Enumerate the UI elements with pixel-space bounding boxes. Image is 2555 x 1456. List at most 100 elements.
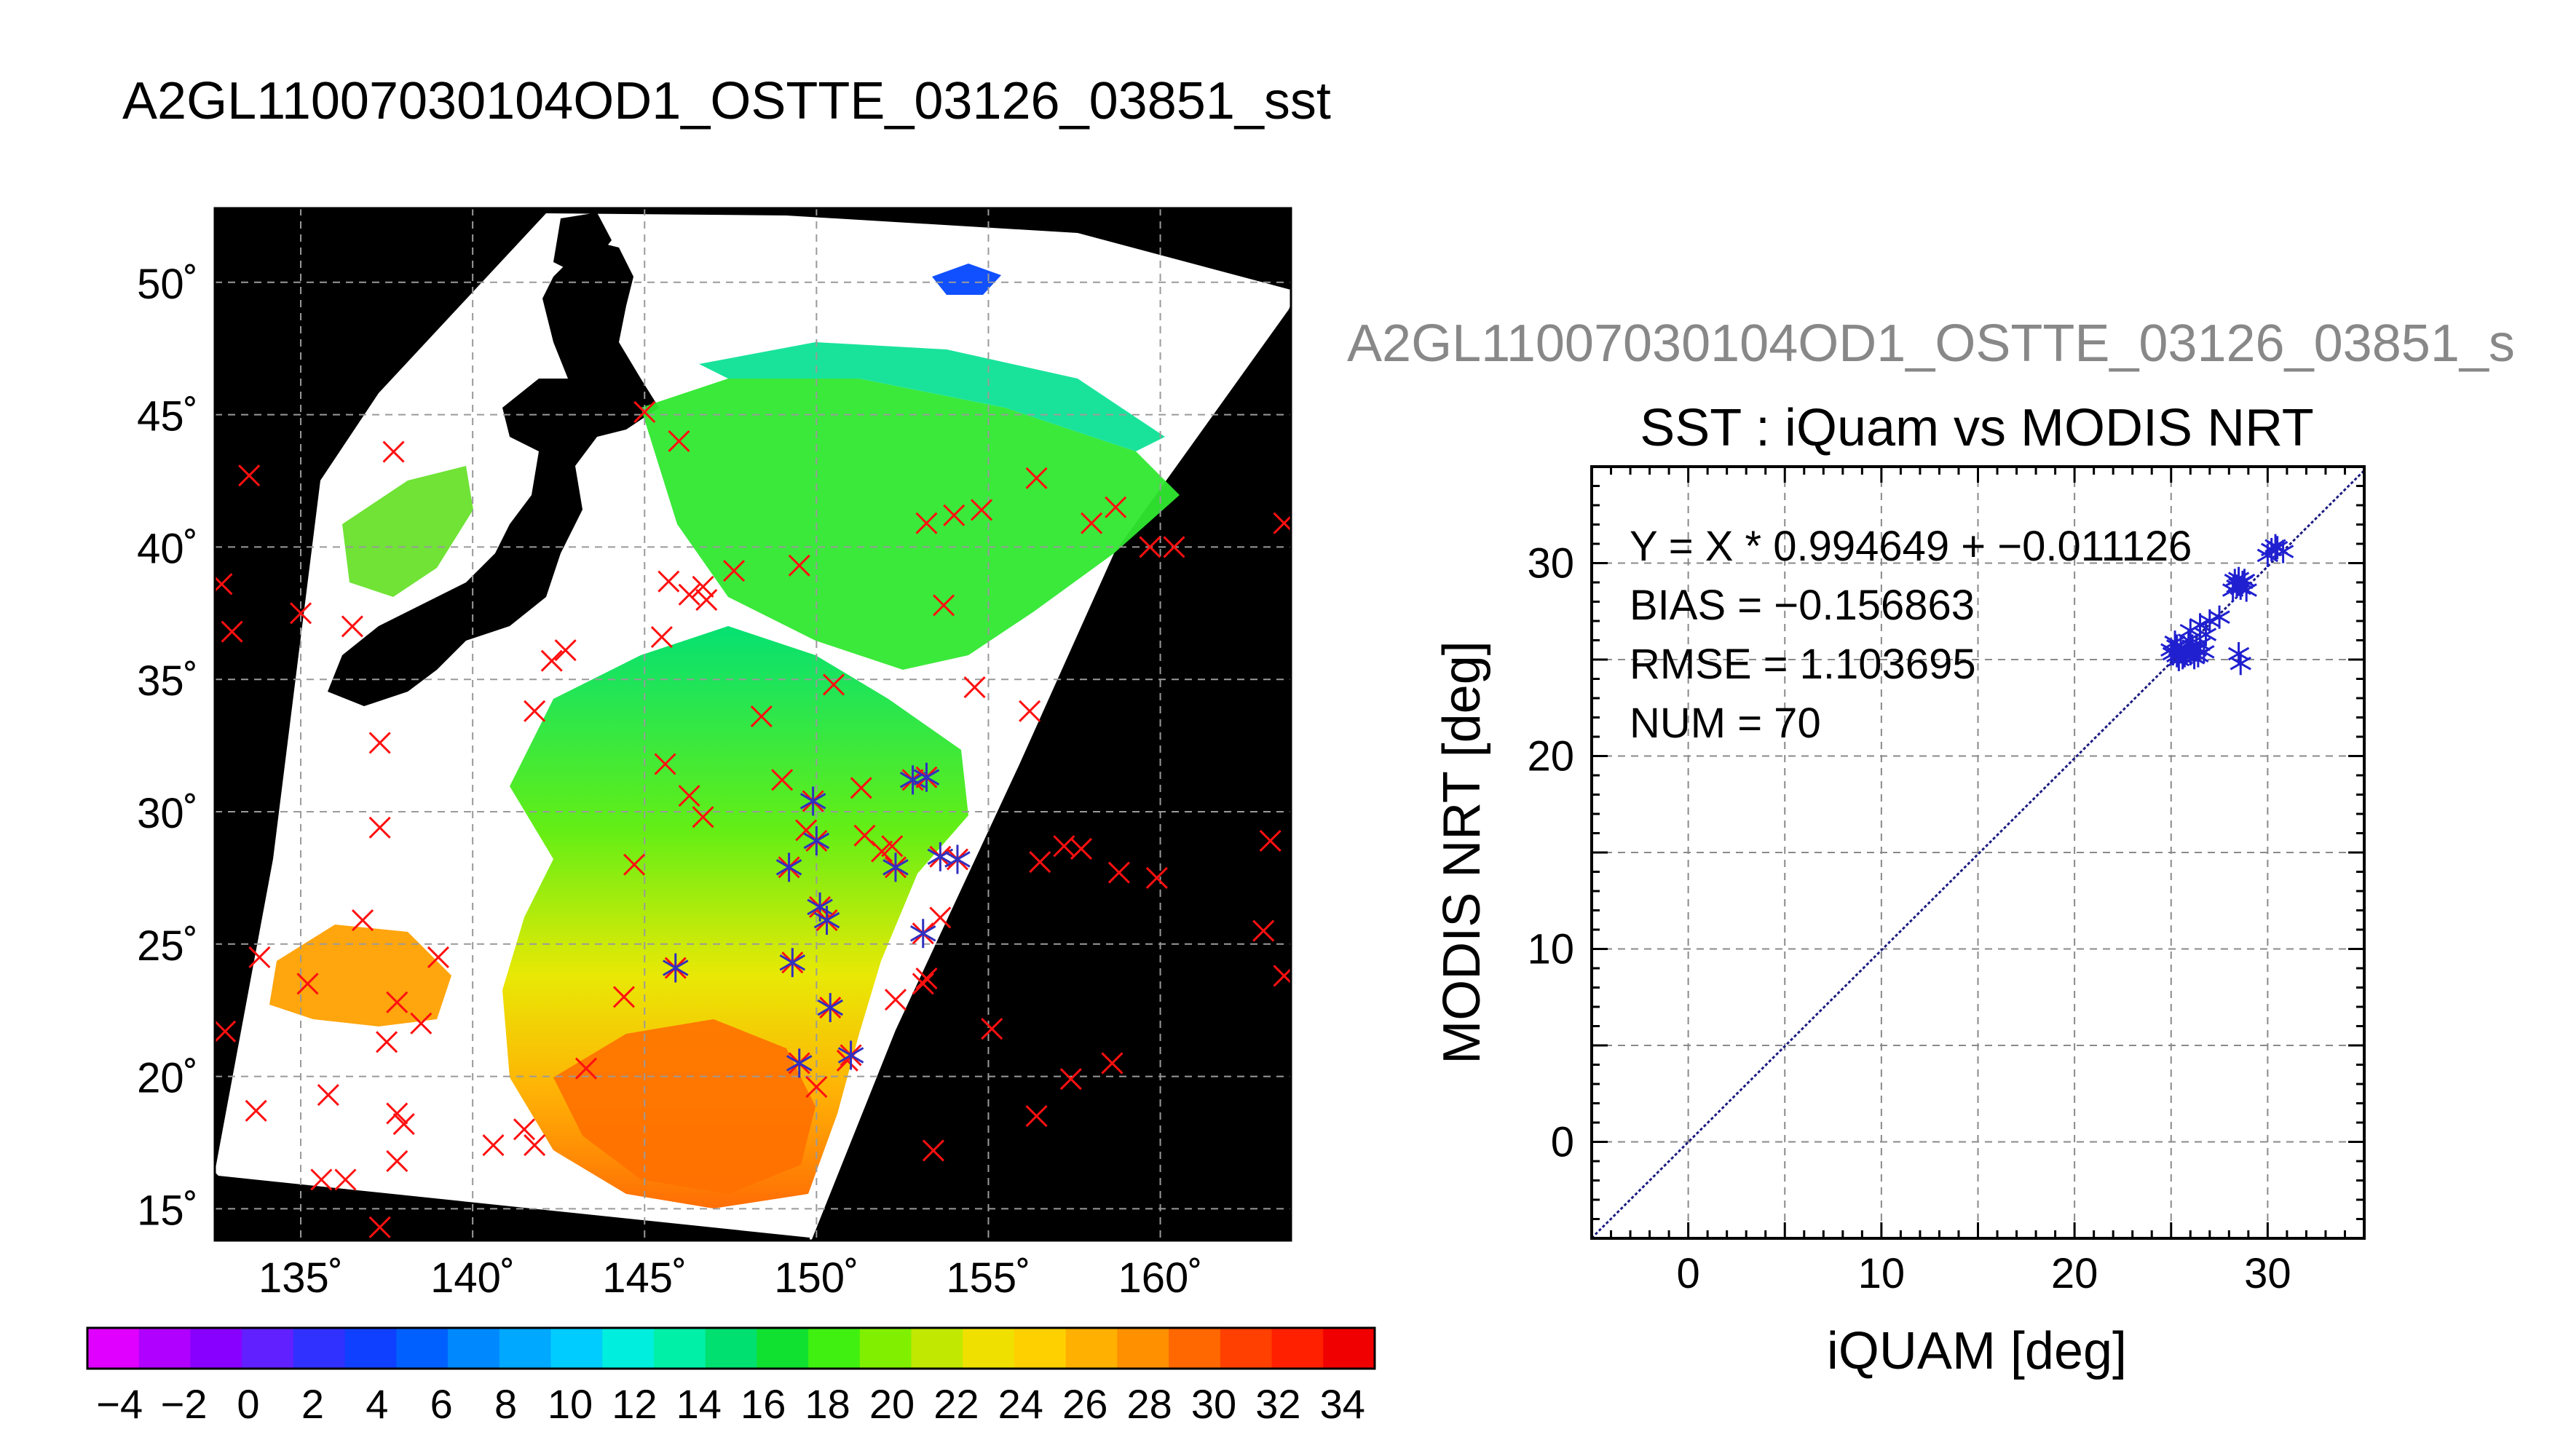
stats-annotation: Y = X * 0.994649 + −0.011126 [1630,523,2192,570]
longitude-label: 145˚ [602,1254,687,1302]
sst-blob-east [641,379,1180,670]
unmatched-buoy-marker [915,512,938,534]
matched-buoy-marker [909,919,936,949]
matched-buoy-marker [837,1040,864,1070]
unmatched-buoy-marker [805,1076,828,1099]
unmatched-buoy-marker [678,583,700,606]
unmatched-buoy-marker [317,1083,339,1107]
y-tick-label: 10 [1527,926,1574,973]
colorbar-cell [963,1328,1015,1369]
matched-buoy-marker [927,842,954,871]
unmatched-buoy-marker [554,639,577,662]
unmatched-buoy-marker [692,806,714,828]
unmatched-buoy-marker [915,967,938,990]
scatter-point [2199,609,2221,633]
matched-buoy-marker [913,762,940,792]
unmatched-buoy-marker [881,835,904,858]
scatter-point [2227,566,2250,590]
sst-blob-blue [932,264,1001,295]
x-axis-label: iQUAM [deg] [1827,1322,2127,1380]
matched-buoy-marker [799,786,826,816]
unmatched-buoy-marker [368,732,391,754]
unmatched-buoy-marker [1163,536,1185,558]
x-tick-label: 20 [2051,1250,2098,1297]
colorbar-tick-label: 26 [1062,1381,1107,1427]
land-hokkaido [553,213,612,277]
colorbar-tick-label: 4 [366,1381,388,1427]
latitude-label: 45˚ [137,393,198,440]
longitude-label: 140˚ [430,1254,515,1302]
unmatched-buoy-marker [943,504,965,526]
y-axis-label: MODIS NRT [deg] [1433,641,1491,1064]
unmatched-buoy-marker [524,700,546,722]
unmatched-buoy-marker [392,1112,415,1136]
colorbar-tick-label: 8 [494,1381,517,1427]
unmatched-buoy-marker [296,973,319,995]
unmatched-buoy-marker [513,1118,536,1141]
colorbar-tick-label: 28 [1126,1381,1172,1427]
colorbar-tick-label: 0 [237,1381,259,1427]
unmatched-buoy-marker [612,986,635,1008]
matched-buoy-marker [899,765,926,795]
sst-blob-sw [269,925,451,1026]
colorbar-cell [602,1328,655,1369]
unmatched-buoy-marker [427,946,449,969]
colorbar-cell [396,1328,449,1369]
unmatched-buoy-marker [678,785,700,807]
unmatched-buoy-marker [1059,1068,1082,1091]
longitude-label: 155˚ [946,1254,1030,1302]
unmatched-buoy-marker [884,989,907,1011]
unmatched-buoy-marker [750,705,773,728]
scatter-super-title: A2GL11007030104OD1_OSTTE_03126_03851_s [1347,314,2515,373]
unmatched-buoy-marker [771,769,794,791]
colorbar-tick-label: 22 [933,1381,979,1427]
unmatched-buoy-marker [245,1099,267,1122]
y-tick-label: 30 [1527,540,1574,587]
colorbar-tick-label: −2 [161,1381,208,1427]
longitude-label: 150˚ [774,1254,858,1302]
sst-map: 15˚ 20˚ 25˚ 30˚ 35˚ 40˚ 45˚ 50˚ 135˚ 140˚ 145˚ 150… [137,207,1292,1302]
unmatched-buoy-marker [540,649,563,672]
scatter-point [2183,646,2205,670]
unmatched-buoy-marker [482,1134,505,1157]
unmatched-buoy-marker [1145,866,1168,889]
scatter-point [2195,622,2217,646]
unmatched-buoy-marker [386,1102,408,1125]
scatter-point [2264,534,2286,558]
unmatched-buoy-marker [871,840,893,863]
colorbar-cell [138,1328,191,1369]
colorbar-cell [911,1328,963,1369]
colorbar-tick-label: −4 [96,1381,143,1427]
scatter-point [2208,605,2230,629]
colorbar-tick-label: 14 [676,1381,722,1427]
unmatched-buoy-marker [650,625,673,649]
stats-annotation: RMSE = 1.103695 [1630,641,1976,688]
x-tick-label: 0 [1676,1250,1699,1297]
colorbar-cell [757,1328,809,1369]
scatter-point [2232,571,2254,594]
unmatched-buoy-marker [341,615,363,638]
unmatched-buoy-marker [1019,700,1041,722]
colorbar-tick-label: 18 [805,1381,850,1427]
longitude-labels: 135˚ 140˚ 145˚ 150˚ 155˚ 160˚ [258,1254,1203,1302]
unmatched-buoy-marker [970,499,993,521]
unmatched-buoy-marker [238,464,261,487]
unmatched-buoy-marker [1029,851,1051,874]
stats-annotations: Y = X * 0.994649 + −0.011126 BIAS = −0.15… [1630,523,2192,747]
unmatched-buoy-marker [386,1150,408,1172]
colorbar-cell [1323,1328,1375,1369]
latitude-label: 50˚ [137,261,198,308]
unmatched-buoy-marker [912,973,934,995]
unmatched-buoy-marker [382,440,405,463]
latitude-label: 20˚ [137,1055,198,1102]
unmatched-buoy-marker [654,753,676,775]
unmatched-buoy-marker [788,554,810,577]
colorbar-tick-label: 12 [612,1381,657,1427]
colorbar-cell [1169,1328,1221,1369]
unmatched-buoy-marker [981,1018,1003,1040]
sst-blob-orange-core [553,1019,816,1194]
colorbar-cell [293,1328,346,1369]
colorbar-cell [550,1328,603,1369]
latitude-label: 15˚ [137,1187,198,1234]
